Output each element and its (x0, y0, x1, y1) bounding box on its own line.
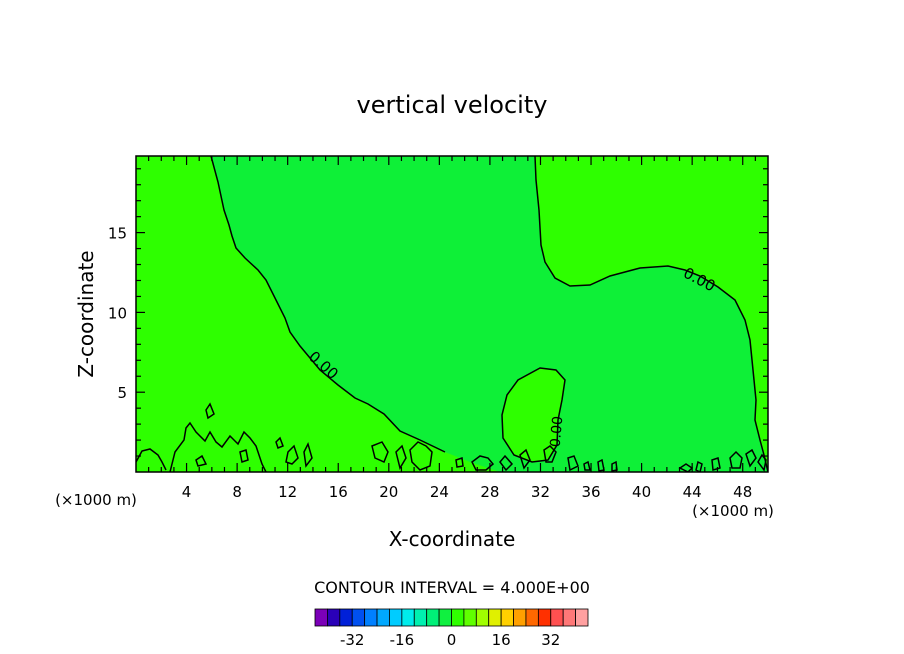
x-tick-labels: 4 8 12 16 20 24 28 32 36 40 44 48 (182, 483, 752, 501)
contour-field: 0.00 0.00 0.00 (136, 156, 768, 472)
x-tick-label: 48 (733, 483, 752, 501)
colorbar-swatch (550, 608, 564, 627)
colorbar-swatch (451, 608, 465, 627)
colorbar-swatch (537, 608, 552, 627)
x-tick-label: 4 (182, 483, 192, 501)
colorbar-swatch (575, 608, 589, 627)
colorbar-swatch (339, 608, 353, 627)
colorbar-swatch (463, 608, 477, 627)
colorbar-swatch (525, 608, 539, 627)
y-tick-labels: 5 10 15 (108, 225, 127, 403)
negative-region-main (211, 156, 768, 472)
positive-bump-region (502, 368, 565, 462)
zero-contour-left (210, 156, 446, 453)
colorbar-swatch (426, 608, 440, 627)
colorbar-swatch (327, 608, 341, 627)
colorbar-swatch (475, 608, 490, 627)
colorbar-swatch (351, 608, 366, 627)
contour-label-bump: 0.00 (548, 415, 567, 447)
colorbar-swatch (500, 608, 514, 627)
colorbar-swatch (562, 608, 576, 627)
colorbar-tick-label: -16 (390, 631, 415, 649)
colorbar-swatch (364, 608, 378, 627)
axis-ticks (136, 156, 768, 472)
x-tick-label: 16 (329, 483, 348, 501)
x-tick-label: 8 (232, 483, 242, 501)
colorbar-swatch (401, 608, 415, 627)
colorbar-swatch (488, 608, 502, 627)
x-tick-label: 20 (379, 483, 398, 501)
colorbar-tick-label: -32 (340, 631, 365, 649)
contour-interval-text: CONTOUR INTERVAL = 4.000E+00 (314, 578, 590, 597)
colorbar (314, 608, 589, 627)
x-tick-label: 44 (683, 483, 702, 501)
chart-title: vertical velocity (357, 91, 548, 119)
colorbar-swatch (513, 608, 527, 627)
colorbar-swatch (413, 608, 428, 627)
colorbar-tick-labels: -32 -16 0 16 32 (340, 631, 560, 649)
colorbar-swatch (438, 608, 452, 627)
colorbar-tick-label: 32 (541, 631, 560, 649)
x-tick-label: 24 (430, 483, 449, 501)
colorbar-tick-label: 0 (447, 631, 457, 649)
zero-contour-right (534, 156, 768, 472)
y-tick-label: 10 (108, 304, 127, 322)
colorbar-swatch (389, 608, 403, 627)
x-unit-left: (×1000 m) (55, 491, 137, 509)
x-tick-label: 32 (531, 483, 550, 501)
y-axis-label: Z-coordinate (74, 250, 98, 377)
colorbar-swatch (314, 608, 328, 627)
zero-contour-bump (501, 367, 566, 463)
y-tick-label: 15 (108, 225, 127, 243)
y-tick-label: 5 (117, 384, 127, 402)
x-tick-label: 28 (480, 483, 499, 501)
colorbar-swatch (376, 608, 390, 627)
colorbar-tick-label: 16 (492, 631, 511, 649)
x-tick-label: 40 (632, 483, 651, 501)
x-tick-label: 12 (278, 483, 297, 501)
x-unit-right: (×1000 m) (692, 502, 774, 520)
contour-lines (136, 156, 768, 472)
x-tick-label: 36 (581, 483, 600, 501)
x-axis-label: X-coordinate (389, 527, 516, 551)
